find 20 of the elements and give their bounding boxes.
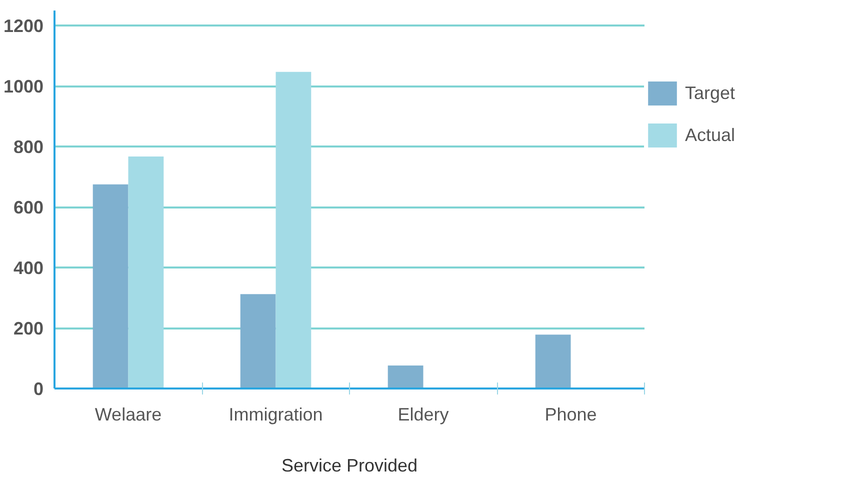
bar [92,184,128,388]
x-tick-label: Welaare [94,404,162,424]
x-tick-label: Immigration [228,404,323,424]
y-tick-label: 600 [13,198,44,218]
y-tick-label: 200 [13,318,44,339]
bar [276,72,312,388]
bar [388,366,424,388]
bar [240,294,276,388]
y-tick-label: 400 [13,258,44,278]
y-tick-label: 800 [13,137,44,158]
y-tick-label: 0 [33,379,44,399]
legend-label: Target [685,82,736,104]
x-axis-title: Service Provided [281,456,418,476]
bar [535,334,571,388]
y-tick-label: 1000 [3,76,44,97]
x-tick-label: Eldery [398,404,449,424]
bar [128,156,164,388]
x-tick-label: Phone [544,404,597,424]
y-tick-label: 1200 [3,16,44,36]
legend-label: Actual [685,124,736,146]
